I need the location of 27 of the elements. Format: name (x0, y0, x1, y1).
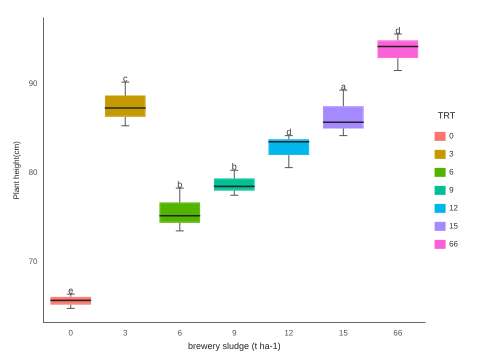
annotation: b (177, 179, 182, 190)
legend-title: TRT (438, 110, 456, 121)
legend-label: 66 (449, 240, 459, 249)
y-axis-title: Plant height(cm) (12, 140, 22, 200)
x-tick-label: 12 (284, 328, 294, 338)
legend-label: 12 (449, 204, 459, 213)
annotation: c (123, 73, 128, 84)
y-tick-label: 90 (28, 79, 38, 88)
x-tick-label: 6 (178, 328, 183, 338)
legend-label: 9 (449, 186, 454, 195)
annotation: a (340, 81, 346, 92)
x-tick-label: 9 (232, 328, 238, 338)
legend-label: 6 (449, 168, 454, 177)
annotation: d (395, 25, 400, 36)
y-tick-label: 80 (28, 168, 38, 178)
x-tick-label: 0 (68, 328, 74, 338)
legend-label: 15 (449, 222, 459, 231)
y-tick-label: 70 (28, 257, 38, 266)
x-tick-label: 66 (393, 328, 403, 338)
annotation: e (68, 285, 74, 296)
x-tick-label: 3 (123, 328, 128, 338)
legend-label: 3 (449, 150, 454, 159)
annotation: d (286, 126, 292, 137)
legend-label: 0 (449, 132, 454, 141)
x-axis-title: brewery sludge (t ha-1) (188, 341, 281, 352)
annotation: b (232, 162, 237, 172)
x-tick-label: 15 (338, 328, 348, 338)
